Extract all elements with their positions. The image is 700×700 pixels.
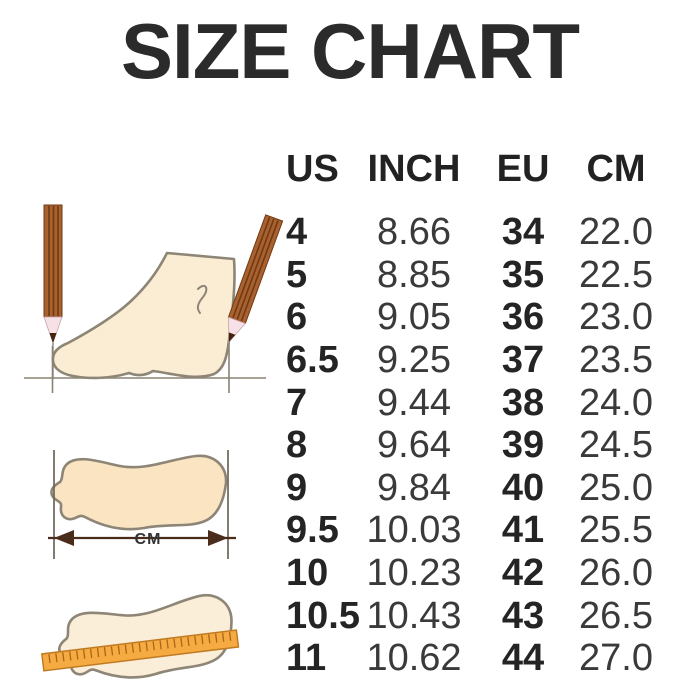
eu-value: 41: [501, 509, 545, 552]
table-row: 9.5 10.03 41 25.5: [283, 509, 659, 552]
table-row: 11 10.62 44 27.0: [283, 637, 659, 680]
inch-value: 9.84: [377, 466, 451, 509]
inch-value: 9.05: [377, 296, 451, 339]
foot-side-icon: [51, 251, 236, 380]
us-value: 5: [286, 253, 308, 296]
cm-value: 23.0: [579, 296, 653, 339]
us-value: 6.5: [286, 339, 339, 382]
inch-value: 8.66: [377, 211, 451, 254]
inch-value: 9.44: [377, 381, 451, 424]
measure-arrow-icon: [48, 530, 236, 546]
cm-value: 25.0: [579, 466, 653, 509]
us-value: 8: [286, 424, 308, 467]
cm-value: 26.5: [579, 594, 653, 637]
us-value: 10: [286, 552, 329, 595]
column-header-cm: CM: [586, 148, 646, 190]
inch-value: 9.64: [377, 424, 451, 467]
inch-value: 10.62: [366, 637, 462, 680]
pencil-icon: [43, 204, 63, 379]
table-row: 10 10.23 42 26.0: [283, 552, 659, 595]
inch-value: 10.43: [366, 594, 462, 637]
table-row: 6 9.05 36 23.0: [283, 296, 659, 339]
column-header-inch: INCH: [367, 148, 461, 190]
cm-value: 26.0: [579, 552, 653, 595]
inch-value: 10.03: [366, 509, 462, 552]
us-value: 6: [286, 296, 308, 339]
table-row: 6.5 9.25 37 23.5: [283, 339, 659, 382]
eu-value: 35: [501, 253, 545, 296]
inch-value: 8.85: [377, 253, 451, 296]
pencil-icon: [227, 214, 284, 344]
measure-bounds: [53, 450, 229, 559]
cm-value: 25.5: [579, 509, 653, 552]
eu-value: 39: [501, 424, 545, 467]
us-value: 11: [286, 637, 327, 680]
inch-value: 9.25: [377, 339, 451, 382]
us-value: 10.5: [286, 594, 360, 637]
foot-measure-illustration: [24, 204, 284, 393]
eu-value: 42: [501, 552, 545, 595]
inch-value: 10.23: [366, 552, 462, 595]
table-row: 8 9.64 39 24.5: [283, 424, 659, 467]
cm-value: 22.5: [579, 253, 653, 296]
cm-value: 24.5: [579, 424, 653, 467]
cm-value: 24.0: [579, 381, 653, 424]
column-header-us: US: [286, 148, 339, 190]
size-table: US INCH EU CM 4 8.66 34 22.0 5 8.85 35 22.5 6 9.05 36…: [283, 145, 659, 680]
cm-value: 22.0: [579, 211, 653, 254]
footprint-icon: [50, 454, 228, 531]
column-header-eu: EU: [496, 148, 550, 190]
us-value: 7: [286, 381, 308, 424]
eu-value: 34: [501, 211, 545, 254]
eu-value: 36: [501, 296, 545, 339]
table-row: 7 9.44 38 24.0: [283, 381, 659, 424]
table-header-row: US INCH EU CM: [283, 145, 659, 193]
us-value: 9: [286, 466, 308, 509]
eu-value: 44: [501, 637, 545, 680]
table-row: 4 8.66 34 22.0: [283, 211, 659, 254]
footprint-ruler-illustration: [40, 593, 240, 679]
cm-value: 27.0: [579, 637, 653, 680]
eu-value: 38: [501, 381, 545, 424]
cm-value: 23.5: [579, 339, 653, 382]
us-value: 9.5: [286, 509, 339, 552]
footprint-cm-illustration: CM: [48, 450, 236, 559]
table-row: 10.5 10.43 43 26.5: [283, 594, 659, 637]
table-row: 9 9.84 40 25.0: [283, 467, 659, 510]
eu-value: 40: [501, 466, 545, 509]
table-row: 5 8.85 35 22.5: [283, 254, 659, 297]
page-title: SIZE CHART: [121, 7, 580, 95]
eu-value: 37: [501, 339, 545, 382]
us-value: 4: [286, 211, 308, 254]
ruler-icon: [40, 629, 240, 672]
cm-arrow-label: CM: [135, 531, 162, 548]
eu-value: 43: [501, 594, 545, 637]
size-table-body: 4 8.66 34 22.0 5 8.85 35 22.5 6 9.05 36 23.0 6.5 9.25…: [283, 211, 659, 680]
